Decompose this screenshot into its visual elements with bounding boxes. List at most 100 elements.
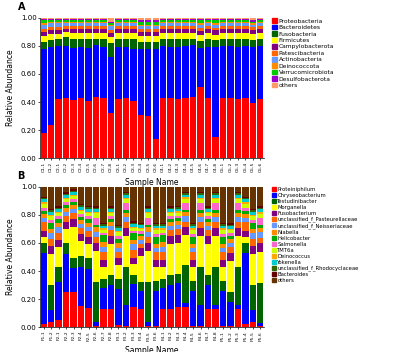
Bar [235,222,241,228]
Bar [152,268,159,281]
Bar [100,33,107,38]
Bar [168,23,174,26]
Bar [145,20,152,22]
Bar [93,209,99,212]
Bar [168,219,174,222]
Bar [205,47,211,99]
Bar [257,33,264,39]
Bar [108,244,114,275]
Bar [212,266,219,305]
Bar [160,288,166,309]
Bar [168,230,174,236]
Bar [235,194,241,195]
Bar [242,18,248,19]
Bar [205,33,211,38]
Bar [235,217,241,222]
Bar [40,243,47,253]
Bar [250,103,256,158]
Bar [152,49,159,139]
Bar [145,243,152,251]
Bar [123,29,129,33]
Bar [48,22,54,23]
Bar [168,285,174,309]
Bar [56,206,62,208]
Bar [63,26,69,29]
Bar [115,226,122,228]
Bar [123,266,129,305]
Bar [235,305,241,309]
Bar [175,187,181,206]
Bar [138,225,144,228]
Bar [78,211,84,214]
Bar [175,225,181,230]
Bar [197,23,204,25]
Bar [242,20,248,22]
Bar [130,240,136,244]
Bar [197,203,204,210]
Bar [197,18,204,19]
Bar [138,29,144,32]
Bar [235,187,241,192]
Bar [190,291,196,326]
Bar [100,260,107,268]
Bar [220,326,226,327]
Bar [220,29,226,33]
Bar [197,20,204,23]
Bar [115,99,122,158]
Bar [115,33,122,39]
Bar [100,230,107,233]
Bar [123,222,129,228]
Bar [168,20,174,22]
Bar [48,187,54,209]
Bar [235,29,241,33]
Bar [175,206,181,207]
Bar [70,209,77,213]
Bar [152,36,159,42]
Bar [190,228,196,230]
Bar [160,235,166,242]
Bar [40,32,47,36]
Bar [160,98,166,158]
Bar [242,29,248,33]
Bar [130,250,136,258]
Bar [197,194,204,195]
Bar [175,47,181,99]
Bar [85,212,92,213]
Bar [100,235,107,242]
Bar [78,26,84,29]
Bar [145,282,152,322]
Bar [145,42,152,49]
Bar [123,99,129,158]
Bar [100,187,107,223]
Bar [220,244,226,248]
Bar [220,224,226,226]
Bar [220,187,226,223]
Bar [93,97,99,158]
Bar [70,29,77,33]
Bar [235,197,241,199]
Bar [56,209,62,212]
Bar [242,237,248,243]
Bar [108,113,114,158]
Bar [93,45,99,97]
Bar [145,26,152,29]
Bar [130,23,136,26]
Bar [190,268,196,281]
Bar [78,306,84,327]
Bar [100,233,107,235]
Bar [160,23,166,26]
Bar [220,228,226,230]
Bar [78,207,84,209]
Bar [227,19,234,20]
Bar [160,226,166,228]
Bar [242,19,248,20]
Bar [78,18,84,19]
Bar [138,187,144,223]
Bar [100,224,107,226]
Bar [56,212,62,213]
Bar [220,260,226,268]
Bar [63,202,69,205]
Bar [40,231,47,237]
Bar [78,214,84,217]
Bar [70,219,77,227]
